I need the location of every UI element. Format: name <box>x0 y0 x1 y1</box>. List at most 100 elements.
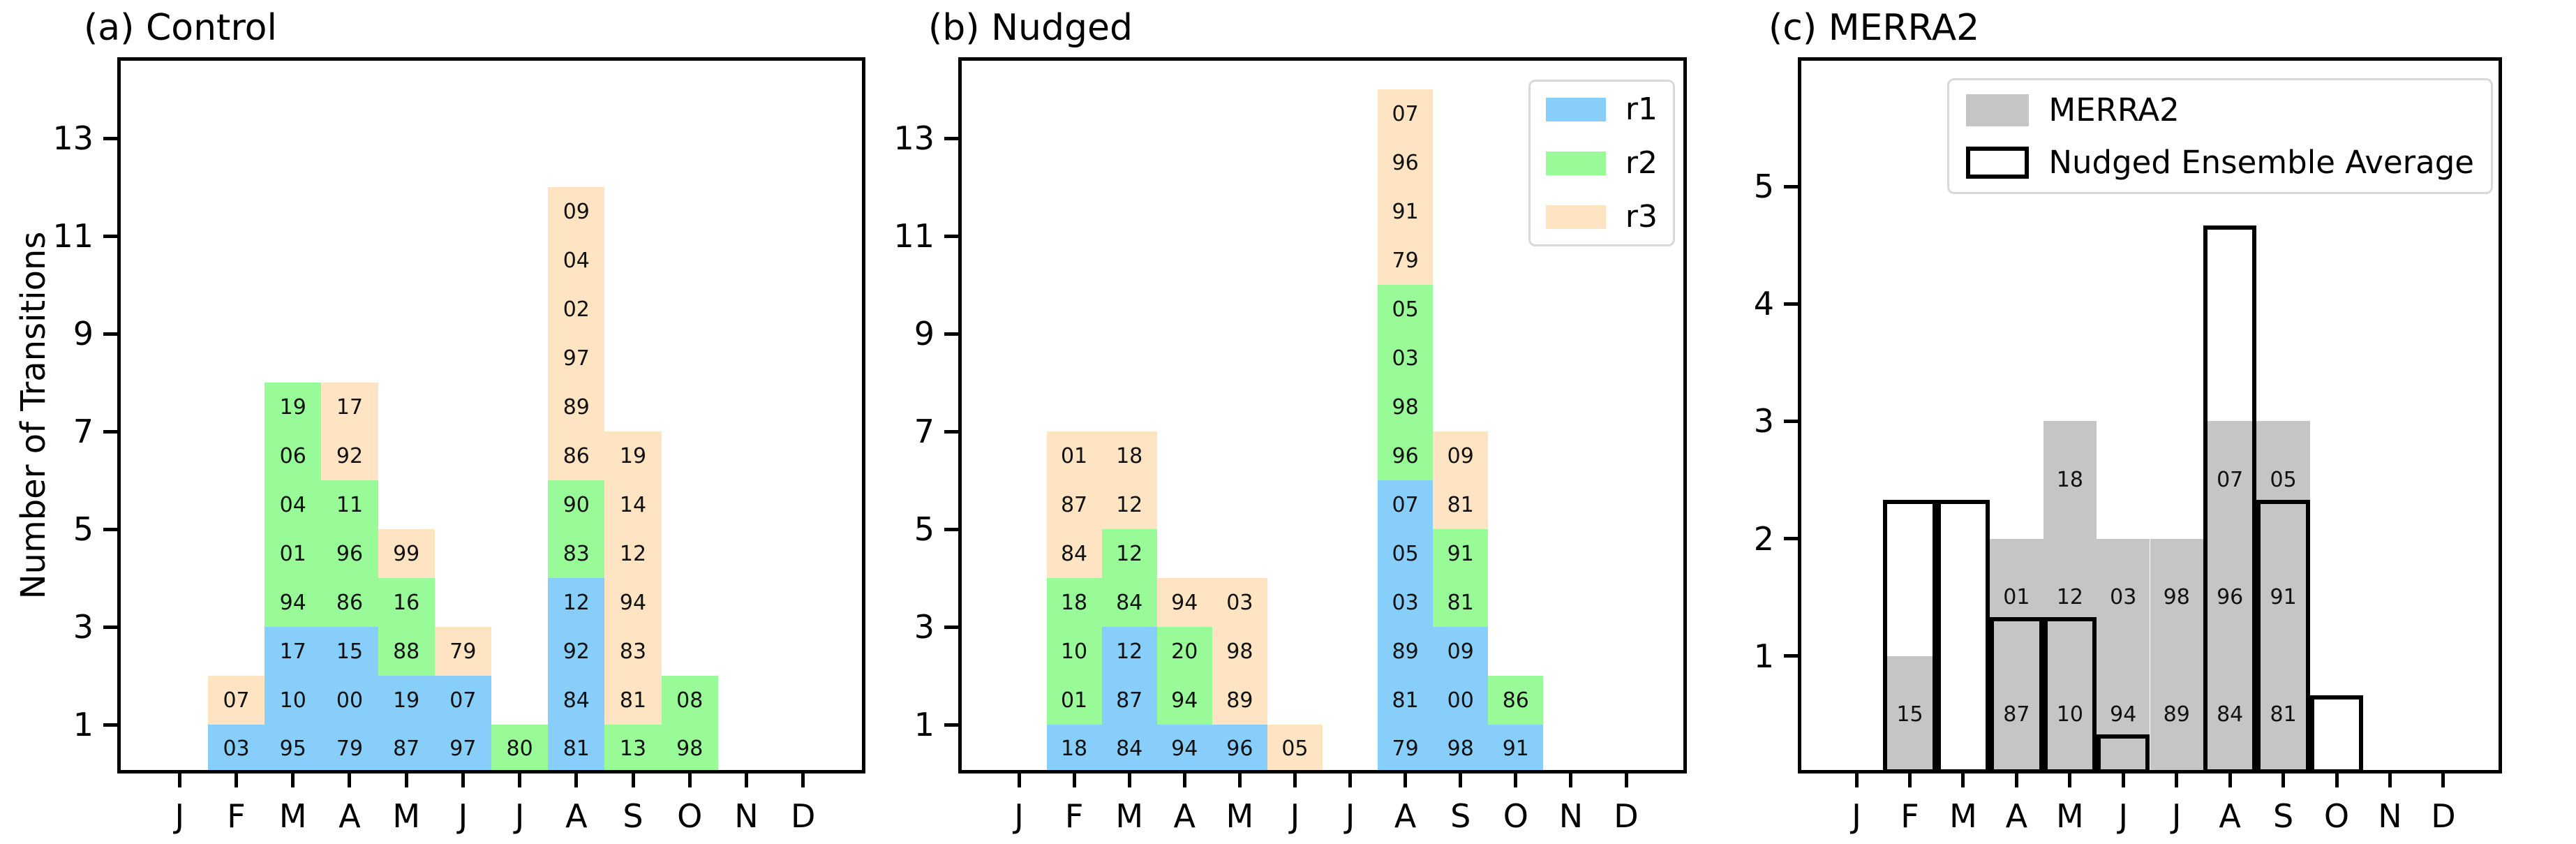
y-tick-label: 9 <box>914 315 935 353</box>
x-tick-label: J <box>1290 797 1300 835</box>
x-tick-label: J <box>174 797 185 835</box>
x-tick <box>177 773 181 787</box>
x-tick <box>348 773 352 787</box>
x-tick-label: A <box>1173 797 1196 835</box>
merra2-cell-label: 81 <box>2270 702 2297 727</box>
x-tick-label: D <box>790 797 816 835</box>
bar-segment-r2: 84 <box>1101 578 1157 628</box>
y-tick <box>1784 302 1798 306</box>
x-tick-label: A <box>2219 797 2241 835</box>
y-tick <box>103 625 117 629</box>
x-tick-label: J <box>2171 797 2182 835</box>
bar-segment-r1: 98 <box>1433 725 1489 773</box>
bar-segment-r3: 09 <box>1433 431 1489 481</box>
legend-swatch-r2 <box>1545 151 1606 175</box>
y-tick-label: 3 <box>73 608 94 646</box>
legend-item: MERRA2 <box>1966 91 2474 128</box>
legend-label: r1 <box>1625 91 1658 127</box>
x-tick <box>2175 773 2179 787</box>
bar-segment-r3: 92 <box>321 431 378 481</box>
bar-segment-r2: 01 <box>1046 676 1102 725</box>
legend-swatch-outline <box>1966 146 2030 179</box>
merra2-bar <box>2150 538 2203 773</box>
nudged-average-bar <box>1936 499 1990 773</box>
bar-segment-r3: 97 <box>548 334 605 383</box>
bar-segment-r1: 95 <box>265 725 322 773</box>
x-tick-label: O <box>1503 797 1528 835</box>
x-tick-label: J <box>514 797 525 835</box>
y-tick <box>944 234 958 238</box>
bar-segment-r3: 03 <box>1212 578 1267 628</box>
merra2-cell-label: 89 <box>2163 702 2190 727</box>
x-tick <box>1514 773 1518 787</box>
merra2-cell-label: 98 <box>2163 585 2190 610</box>
x-tick-label: M <box>392 797 421 835</box>
legend-item: Nudged Ensemble Average <box>1966 144 2474 181</box>
bar-segment-r2: 08 <box>661 676 718 725</box>
bar-segment-r2: 80 <box>491 725 549 773</box>
x-tick-label: M <box>1226 797 1254 835</box>
y-tick <box>103 723 117 727</box>
nudged-average-bar <box>2097 734 2150 773</box>
x-tick <box>461 773 465 787</box>
x-tick-label: J <box>1852 797 1861 835</box>
x-tick <box>2121 773 2125 787</box>
x-tick <box>801 773 805 787</box>
x-tick-label: A <box>338 797 361 835</box>
merra2-cell-label: 10 <box>2056 702 2083 727</box>
x-tick-label: A <box>1394 797 1417 835</box>
bar-segment-r3: 19 <box>604 431 662 481</box>
x-tick-label: D <box>1614 797 1639 835</box>
legend-swatch-r1 <box>1545 97 1606 121</box>
y-tick-label: 1 <box>73 706 94 743</box>
bar-segment-r2: 03 <box>1378 334 1434 383</box>
bar-segment-r1: 81 <box>548 725 605 773</box>
bar-segment-r3: 12 <box>604 529 662 579</box>
merra2-bar <box>2043 421 2097 773</box>
bar-segment-r3: 87 <box>1046 480 1102 530</box>
x-tick <box>1127 773 1131 787</box>
bar-segment-r2: 10 <box>1046 627 1102 676</box>
bar-segment-r2: 91 <box>1433 529 1489 579</box>
bar-segment-r1: 09 <box>1433 627 1489 676</box>
x-tick <box>2068 773 2072 787</box>
bar-segment-r2: 98 <box>661 725 718 773</box>
y-tick-label: 1 <box>1753 637 1774 675</box>
bar-segment-r1: 18 <box>1046 725 1102 773</box>
bar-segment-r2: 20 <box>1156 627 1212 676</box>
bar-segment-r2: 96 <box>1378 431 1434 481</box>
x-tick <box>291 773 295 787</box>
nudged-average-bar <box>2309 695 2364 773</box>
x-tick-label: J <box>2118 797 2129 835</box>
bar-segment-r1: 03 <box>207 725 265 773</box>
y-tick-label: 5 <box>1753 168 1774 206</box>
bar-segment-r3: 98 <box>1212 627 1267 676</box>
x-tick <box>574 773 579 787</box>
bar-segment-r1: 94 <box>1156 725 1212 773</box>
bar-segment-r1: 07 <box>434 676 491 725</box>
bar-segment-r3: 79 <box>1378 236 1434 286</box>
x-tick <box>2335 773 2339 787</box>
x-tick-label: D <box>2431 797 2456 835</box>
nudged-average-bar <box>1883 499 1937 773</box>
merra2-cell-label: 94 <box>2110 702 2137 727</box>
y-tick-label: 11 <box>52 217 94 256</box>
merra2-cell-label: 91 <box>2270 585 2297 610</box>
x-tick <box>1072 773 1076 787</box>
x-tick <box>1624 773 1628 787</box>
x-tick <box>2228 773 2232 787</box>
bar-segment-r1: 84 <box>1101 725 1157 773</box>
merra2-cell-label: 07 <box>2217 468 2244 492</box>
panel-a-title: (a) Control <box>84 7 277 49</box>
y-tick <box>944 429 958 434</box>
x-tick <box>404 773 408 787</box>
bar-segment-r1: 97 <box>434 725 491 773</box>
legend: r1 r2 r3 <box>1528 80 1675 246</box>
merra2-cell-label: 84 <box>2217 702 2244 727</box>
merra2-bar <box>2097 538 2150 773</box>
y-tick <box>944 723 958 727</box>
y-tick-label: 13 <box>893 119 935 158</box>
x-tick <box>1854 773 1859 787</box>
bar-segment-r3: 99 <box>378 529 435 579</box>
